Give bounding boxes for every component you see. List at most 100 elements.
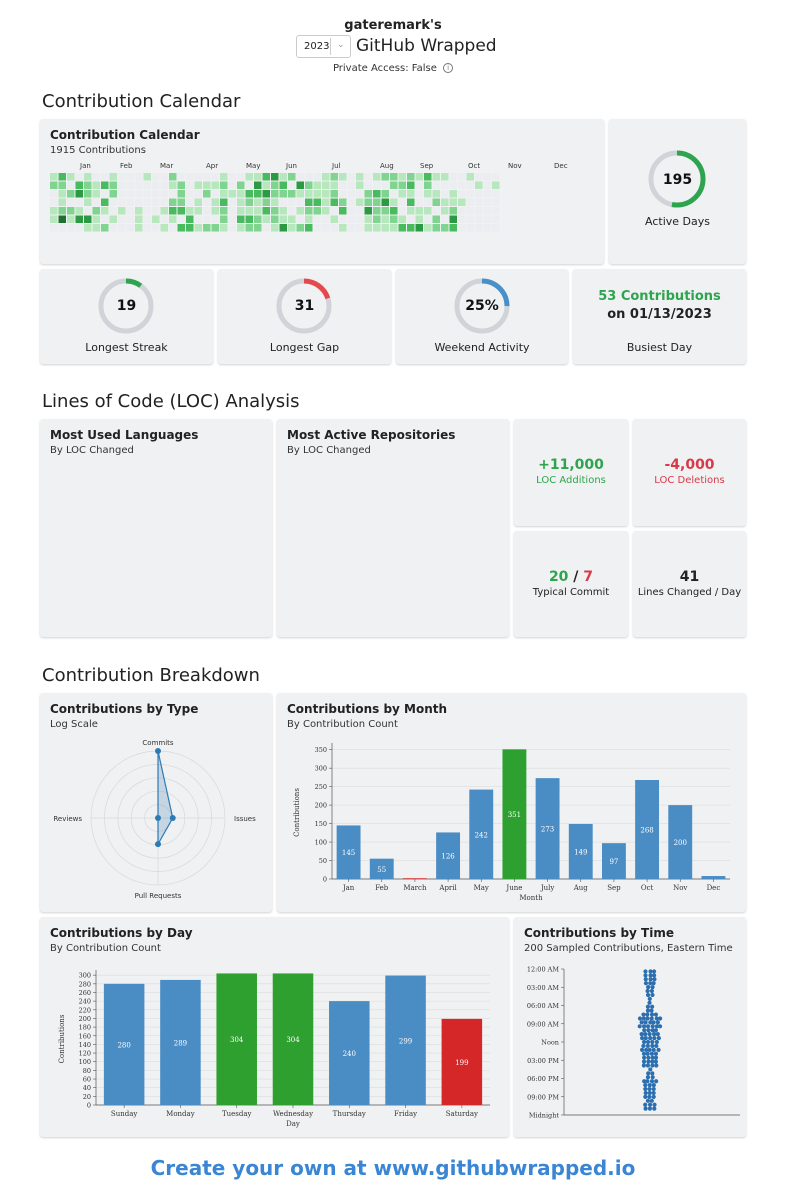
calendar-day-cell — [271, 207, 279, 215]
y-tick-label: 120 — [79, 1050, 91, 1058]
calendar-day-cell — [84, 198, 92, 206]
bar-value-label: 273 — [541, 826, 554, 834]
time-point — [643, 1083, 648, 1088]
footer-cta-link[interactable]: Create your own at www.githubwrapped.io — [150, 1156, 636, 1180]
calendar-day-cell — [109, 198, 117, 206]
time-point — [647, 1094, 652, 1099]
time-point — [650, 1024, 655, 1029]
time-point — [643, 1035, 648, 1041]
radar-axis-label: Issues — [234, 815, 256, 823]
calendar-day-cell — [373, 198, 381, 206]
active-days-value: 195 — [662, 172, 693, 188]
chevron-down-icon — [330, 38, 331, 55]
calendar-day-cell — [305, 198, 313, 206]
calendar-day-cell — [322, 198, 330, 206]
time-point — [649, 1016, 654, 1021]
calendar-day-cell — [126, 224, 134, 232]
time-point — [650, 1055, 655, 1060]
y-tick-label: 09:00 PM — [527, 1093, 559, 1101]
time-point — [651, 981, 656, 986]
calendar-day-cell — [101, 173, 109, 181]
info-icon[interactable]: i — [443, 63, 454, 73]
calendar-day-cell — [109, 173, 117, 181]
calendar-day-cell — [339, 207, 347, 215]
time-point — [651, 1094, 656, 1099]
calendar-day-cell — [449, 190, 457, 198]
y-tick-label: 280 — [79, 980, 91, 988]
longest-streak-ring — [98, 278, 154, 334]
typical-commit-label: Typical Commit — [532, 587, 610, 598]
time-point — [643, 1102, 648, 1107]
time-point — [653, 1012, 659, 1017]
active-days-label: Active Days — [645, 215, 710, 228]
bar-value-label: 199 — [455, 1059, 468, 1067]
time-subtitle: 200 Sampled Contributions, Eastern Time — [524, 943, 733, 954]
bar — [668, 805, 693, 879]
calendar-day-cell — [220, 181, 228, 189]
calendar-day-cell — [75, 224, 83, 232]
loc-deletions-card: -4,000 LOC Deletions — [633, 419, 746, 526]
calendar-day-cell — [203, 215, 211, 223]
calendar-day-cell — [407, 173, 415, 181]
calendar-day-cell — [186, 181, 194, 189]
y-tick-label: 0 — [87, 1102, 91, 1110]
calendar-day-cell — [220, 198, 228, 206]
time-point — [650, 1063, 655, 1068]
time-point — [641, 1063, 646, 1068]
calendar-day-cell — [441, 207, 449, 215]
time-point — [649, 1051, 654, 1056]
calendar-day-cell — [211, 190, 219, 198]
calendar-day-cell — [75, 173, 83, 181]
y-tick-label: 250 — [315, 783, 327, 791]
calendar-day-cell — [118, 173, 126, 181]
x-tick-label: Jan — [342, 884, 355, 892]
time-point — [641, 1059, 647, 1064]
bar-value-label: 55 — [377, 866, 386, 874]
time-point — [651, 1047, 656, 1052]
calendar-day-cell — [313, 190, 321, 198]
bar — [568, 823, 593, 879]
x-tick-label: Oct — [641, 884, 654, 892]
time-point — [647, 1102, 653, 1107]
calendar-day-cell — [211, 181, 219, 189]
time-point — [647, 1000, 652, 1005]
calendar-day-cell — [364, 198, 372, 206]
calendar-day-cell — [228, 224, 236, 232]
calendar-day-cell — [492, 198, 500, 206]
time-point — [645, 1051, 650, 1056]
calendar-day-cell — [109, 181, 117, 189]
calendar-day-cell — [254, 207, 262, 215]
calendar-day-cell — [50, 181, 58, 189]
month-title: Contributions by Month — [287, 702, 448, 716]
calendar-day-cell — [75, 215, 83, 223]
bar — [216, 973, 257, 1105]
time-point — [645, 992, 651, 998]
lines-per-day-value: 41 — [679, 569, 700, 585]
calendar-day-cell — [135, 224, 143, 232]
year-select[interactable]: 2023 ⌄ — [296, 35, 351, 58]
calendar-day-cell — [475, 198, 483, 206]
bar — [469, 789, 494, 879]
calendar-day-cell — [313, 215, 321, 223]
time-point — [648, 1020, 653, 1025]
calendar-day-cell — [160, 207, 168, 215]
calendar-day-cell — [262, 224, 270, 232]
calendar-day-cell — [118, 224, 126, 232]
calendar-day-cell — [424, 207, 432, 215]
calendar-day-cell — [381, 190, 389, 198]
calendar-day-cell — [220, 190, 228, 198]
bar — [336, 825, 361, 879]
calendar-day-cell — [245, 190, 253, 198]
calendar-day-cell — [441, 224, 449, 232]
y-tick-label: 0 — [323, 876, 327, 884]
time-point — [637, 1024, 642, 1029]
time-point — [647, 996, 652, 1001]
calendar-day-cell — [143, 198, 151, 206]
time-point — [650, 1039, 655, 1045]
calendar-day-cell — [58, 207, 66, 215]
y-tick-label: 220 — [79, 1006, 91, 1014]
calendar-day-cell — [347, 190, 355, 198]
time-point — [641, 1043, 646, 1049]
calendar-day-cell — [245, 181, 253, 189]
calendar-day-cell — [50, 207, 58, 215]
